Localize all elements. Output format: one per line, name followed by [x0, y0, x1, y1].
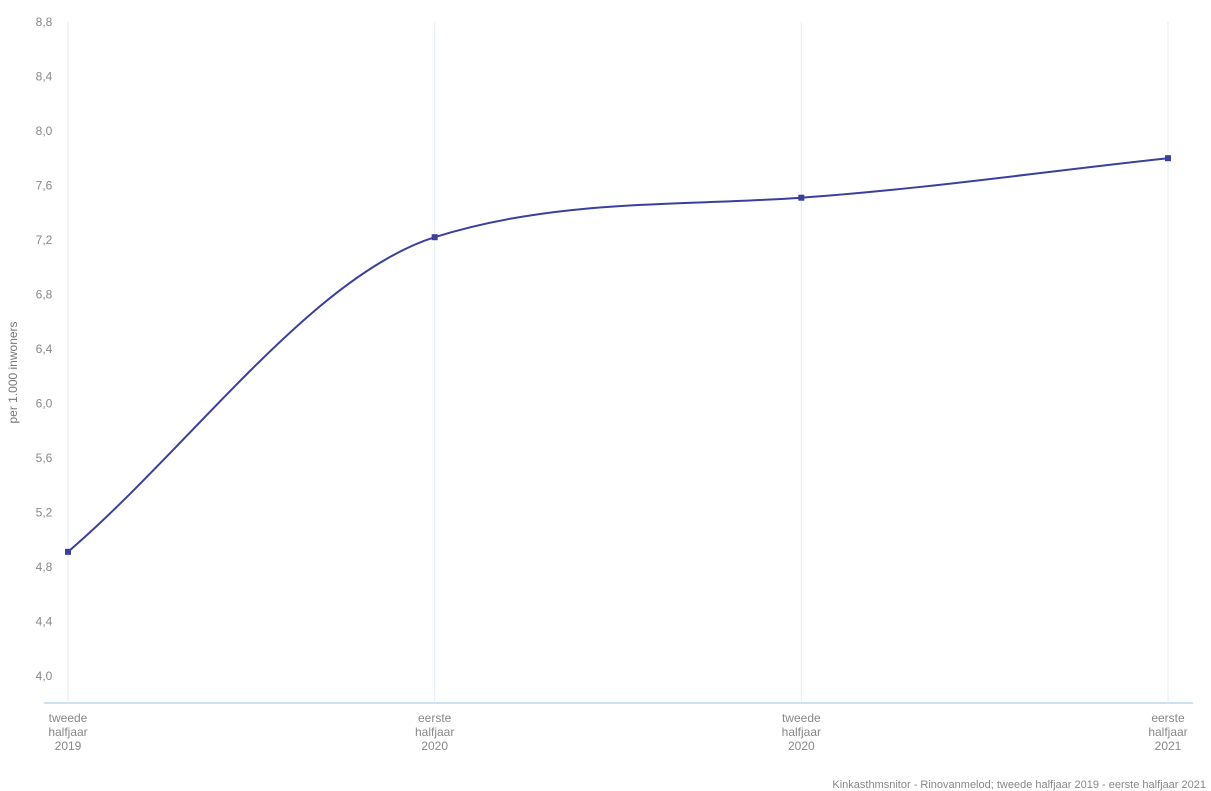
- y-tick-label: 4,8: [36, 560, 53, 574]
- x-tick-label: tweede halfjaar 2019: [48, 711, 87, 753]
- y-tick-label: 7,6: [36, 178, 53, 192]
- series-line: [67, 157, 1169, 553]
- data-point[interactable]: [1165, 155, 1171, 162]
- data-point[interactable]: [798, 194, 805, 201]
- y-axis-ticks: 8,8 8,4 8,0 7,6 7,2 6,8 6,4 6,0 5,6 5,2 4,8 4,4 4,0: [36, 15, 53, 683]
- y-axis-title: per 1.000 inwoners: [6, 321, 20, 423]
- data-points: [65, 155, 1171, 555]
- y-tick-label: 7,2: [36, 233, 53, 247]
- y-tick-label: 8,4: [36, 69, 53, 83]
- y-tick-label: 6,8: [36, 287, 53, 301]
- y-tick-label: 4,0: [36, 669, 53, 683]
- data-point[interactable]: [431, 234, 438, 241]
- data-point[interactable]: [65, 548, 71, 555]
- y-tick-label: 5,6: [36, 451, 53, 465]
- y-tick-label: 4,4: [36, 614, 53, 628]
- x-tick-label: tweede halfjaar 2020: [782, 711, 821, 753]
- y-tick-label: 6,0: [36, 396, 53, 410]
- y-tick-label: 8,8: [36, 15, 53, 29]
- y-tick-label: 6,4: [36, 342, 53, 356]
- x-axis-ticks: tweede halfjaar 2019 eerste halfjaar 2020 twee…: [48, 711, 1187, 753]
- grid-lines: [67, 22, 1169, 703]
- y-tick-label: 8,0: [36, 124, 53, 138]
- y-tick-label: 5,2: [36, 505, 53, 519]
- x-tick-label: eerste halfjaar 2021: [1148, 711, 1187, 753]
- x-tick-label: eerste halfjaar 2020: [415, 711, 454, 753]
- source-note: Kinkasthmsnitor - Rinovanmelod; tweede h…: [832, 779, 1206, 791]
